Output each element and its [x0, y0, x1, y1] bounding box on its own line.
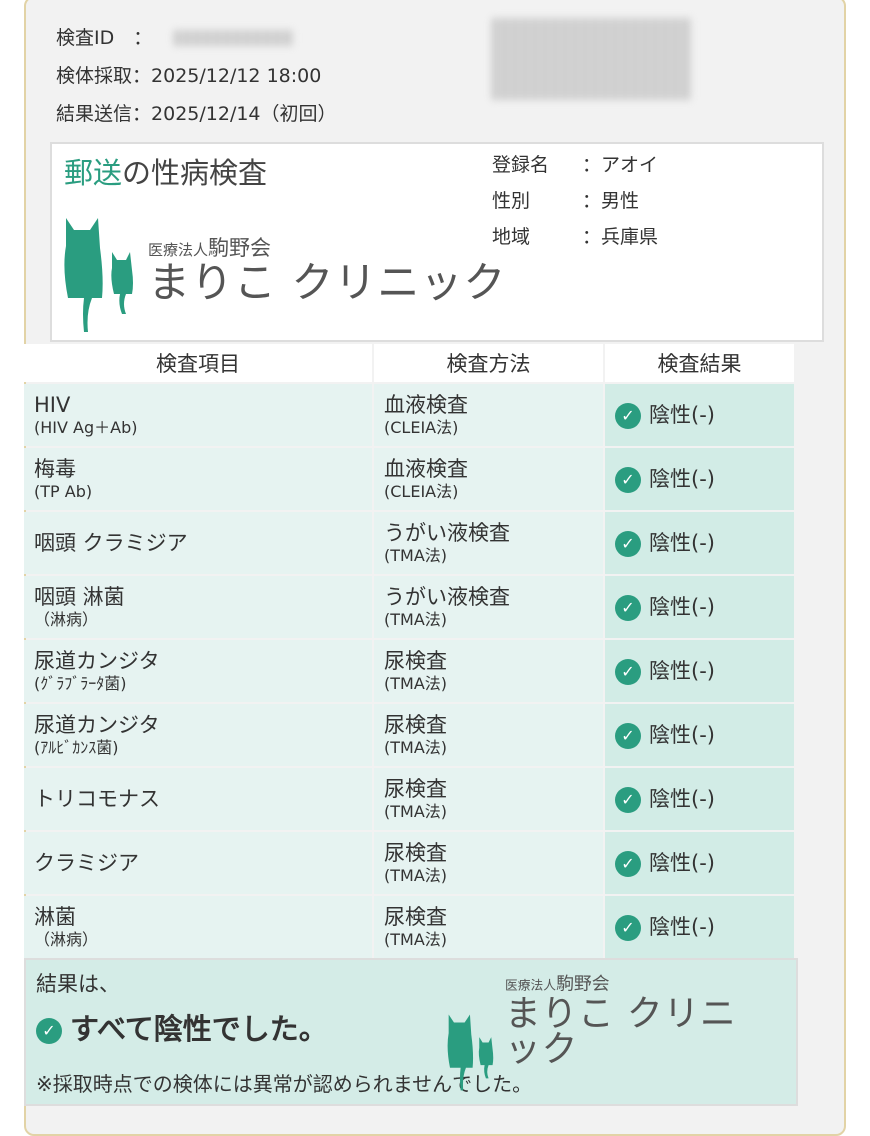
summary-note: ※採取時点での検体には異常が認められませんでした。	[36, 1072, 533, 1096]
sent-date: 結果送信：2025/12/14（初回）	[56, 103, 337, 125]
test-result: ✓ 陰性(-)	[605, 448, 794, 510]
table-row: 淋菌 （淋病） 尿検査 (TMA法) ✓ 陰性(-)	[24, 896, 794, 958]
test-method: 尿検査 (TMA法)	[374, 768, 603, 830]
summary-headline: ✓ すべて陰性でした。	[36, 1006, 328, 1048]
test-item: クラミジア	[24, 832, 372, 894]
test-method: うがい液検査 (TMA法)	[374, 512, 603, 574]
test-item: 梅毒 (TP Ab)	[24, 448, 372, 510]
test-result: ✓ 陰性(-)	[605, 704, 794, 766]
test-method: 血液検査 (CLEIA法)	[374, 448, 603, 510]
test-id: 検査ID ：	[56, 27, 153, 49]
page-title: 郵送の性病検査	[64, 156, 268, 190]
test-method: 尿検査 (TMA法)	[374, 896, 603, 958]
redacted-id	[174, 30, 294, 46]
check-icon: ✓	[615, 722, 641, 749]
table-row: クラミジア 尿検査 (TMA法) ✓ 陰性(-)	[24, 832, 794, 894]
region: 地域 ：兵庫県	[492, 226, 659, 248]
clinic-logo-small: 医療法人駒野会 まりこ クリニック	[446, 970, 744, 1101]
table-row: 尿道カンジタ (ｸﾞﾗﾌﾞﾗｰﾀ菌) 尿検査 (TMA法) ✓ 陰性(-)	[24, 640, 794, 702]
test-result: ✓ 陰性(-)	[605, 768, 794, 830]
col-item: 検査項目	[24, 344, 372, 382]
test-item: 咽頭 淋菌 （淋病）	[24, 576, 372, 638]
table-row: トリコモナス 尿検査 (TMA法) ✓ 陰性(-)	[24, 768, 794, 830]
check-icon: ✓	[615, 850, 641, 877]
test-method: 血液検査 (CLEIA法)	[374, 384, 603, 446]
test-item: 淋菌 （淋病）	[24, 896, 372, 958]
org-name: 医療法人駒野会	[148, 236, 272, 260]
test-result: ✓ 陰性(-)	[605, 512, 794, 574]
table-row: 尿道カンジタ (ｱﾙﾋﾞｶﾝｽ菌) 尿検査 (TMA法) ✓ 陰性(-)	[24, 704, 794, 766]
check-icon: ✓	[615, 914, 641, 941]
check-icon: ✓	[615, 402, 641, 429]
col-result: 検査結果	[605, 344, 794, 382]
cats-icon	[447, 1014, 494, 1091]
header-panel: 郵送の性病検査 登録名 ：アオイ 性別 ：男性 地域 ：兵庫県 医療法人駒野会 まりこ…	[50, 142, 824, 342]
check-icon: ✓	[615, 658, 641, 685]
test-result: ✓ 陰性(-)	[605, 896, 794, 958]
test-item: トリコモナス	[24, 768, 372, 830]
clinic-name: まりこ クリニック	[148, 258, 507, 307]
summary-lead: 結果は、	[36, 972, 120, 996]
test-result: ✓ 陰性(-)	[605, 384, 794, 446]
sex: 性別 ：男性	[492, 190, 640, 212]
test-item: HIV (HIV Ag＋Ab)	[24, 384, 372, 446]
test-method: 尿検査 (TMA法)	[374, 832, 603, 894]
check-icon: ✓	[615, 594, 641, 621]
cats-icon	[64, 218, 133, 332]
check-icon: ✓	[615, 530, 641, 557]
registered-name: 登録名 ：アオイ	[492, 154, 659, 176]
test-item: 尿道カンジタ (ｱﾙﾋﾞｶﾝｽ菌)	[24, 704, 372, 766]
redacted-block	[492, 18, 692, 100]
check-icon: ✓	[615, 466, 641, 493]
test-method: うがい液検査 (TMA法)	[374, 576, 603, 638]
collection-date: 検体採取：2025/12/12 18:00	[56, 65, 322, 87]
table-row: 咽頭 淋菌 （淋病） うがい液検査 (TMA法) ✓ 陰性(-)	[24, 576, 794, 638]
table-row: 咽頭 クラミジア うがい液検査 (TMA法) ✓ 陰性(-)	[24, 512, 794, 574]
summary-panel: 結果は、 ✓ すべて陰性でした。 ※採取時点での検体には異常が認められませんでした…	[24, 958, 798, 1106]
test-result: ✓ 陰性(-)	[605, 576, 794, 638]
check-icon: ✓	[36, 1018, 62, 1044]
test-method: 尿検査 (TMA法)	[374, 704, 603, 766]
results-table: 検査項目 検査方法 検査結果 HIV (HIV Ag＋Ab) 血液検査 (CLEIA…	[22, 342, 796, 960]
table-row: 梅毒 (TP Ab) 血液検査 (CLEIA法) ✓ 陰性(-)	[24, 448, 794, 510]
clinic-logo: 医療法人駒野会 まりこ クリニック	[62, 218, 506, 332]
test-result: ✓ 陰性(-)	[605, 640, 794, 702]
col-method: 検査方法	[374, 344, 603, 382]
test-method: 尿検査 (TMA法)	[374, 640, 603, 702]
table-row: HIV (HIV Ag＋Ab) 血液検査 (CLEIA法) ✓ 陰性(-)	[24, 384, 794, 446]
test-result: ✓ 陰性(-)	[605, 832, 794, 894]
test-item: 尿道カンジタ (ｸﾞﾗﾌﾞﾗｰﾀ菌)	[24, 640, 372, 702]
check-icon: ✓	[615, 786, 641, 813]
test-item: 咽頭 クラミジア	[24, 512, 372, 574]
